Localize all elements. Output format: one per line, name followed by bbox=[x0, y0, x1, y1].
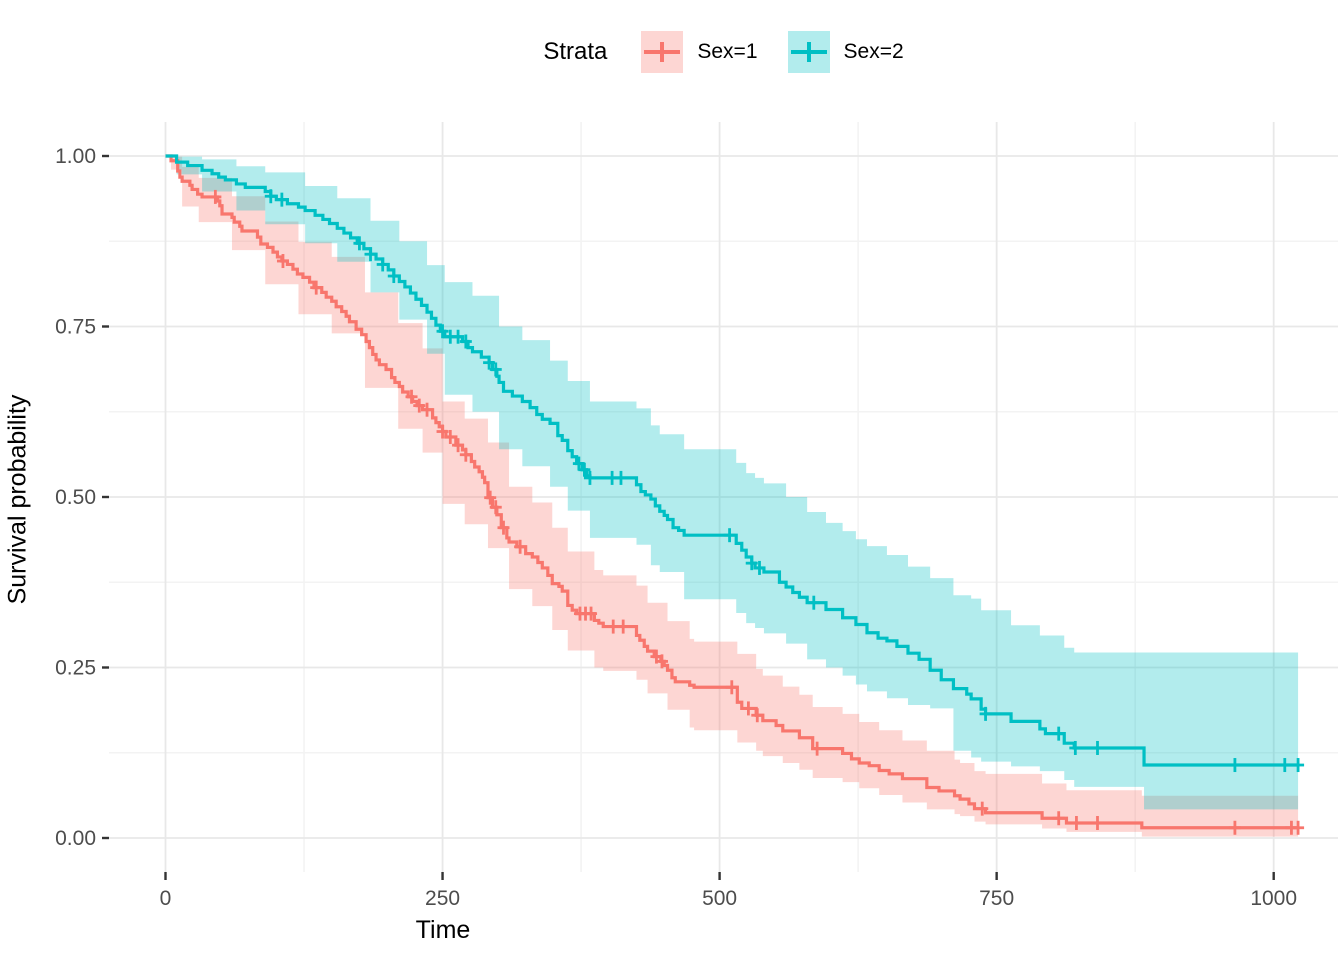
censor-marks-sex-2 bbox=[264, 189, 1305, 773]
y-tick-label: 0.00 bbox=[55, 827, 96, 850]
legend: Strata Sex=1 Sex=2 bbox=[109, 26, 1338, 78]
legend-item-sex2: Sex=2 bbox=[787, 31, 904, 73]
legend-label-sex1: Sex=1 bbox=[697, 40, 758, 63]
x-axis-title: Time bbox=[415, 916, 471, 944]
confidence-band-sex-2 bbox=[165, 156, 1299, 810]
legend-key-sex1 bbox=[641, 31, 684, 73]
y-tick-label: 0.25 bbox=[55, 657, 96, 680]
y-tick-label: 0.75 bbox=[55, 316, 96, 339]
legend-key-sex2 bbox=[787, 31, 830, 73]
y-axis-title: Survival probability bbox=[3, 394, 32, 605]
censor-marks-sex-1 bbox=[209, 189, 1305, 835]
x-tick-label: 1000 bbox=[1250, 887, 1297, 910]
y-tick-label: 1.00 bbox=[55, 145, 96, 168]
legend-title: Strata bbox=[543, 38, 608, 65]
plus-line-icon bbox=[790, 42, 827, 62]
plus-line-icon bbox=[644, 42, 681, 62]
legend-item-sex1: Sex=1 bbox=[641, 31, 758, 73]
confidence-band-sex-1 bbox=[165, 156, 1299, 837]
survival-curve-sex-2 bbox=[165, 154, 1299, 767]
x-tick-label: 500 bbox=[702, 887, 737, 910]
legend-label-sex2: Sex=2 bbox=[843, 40, 904, 63]
survival-curve-sex-1 bbox=[165, 154, 1299, 830]
x-tick-label: 0 bbox=[160, 887, 172, 910]
y-tick-label: 0.50 bbox=[55, 486, 96, 509]
x-tick-label: 750 bbox=[979, 887, 1014, 910]
x-tick-label: 250 bbox=[425, 887, 460, 910]
